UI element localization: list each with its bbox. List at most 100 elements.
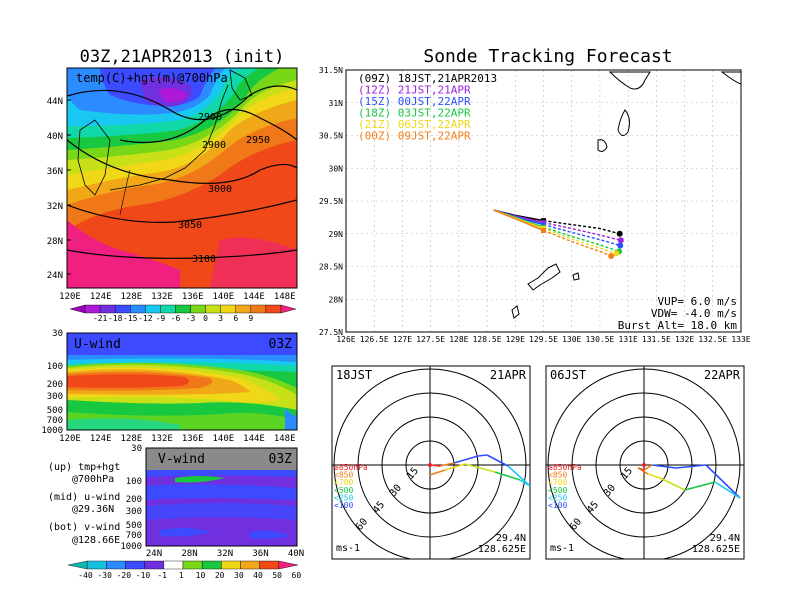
vwind-time: 03Z bbox=[269, 452, 293, 467]
track-line-solid bbox=[493, 209, 544, 232]
vwind-pressure-tick: 700 bbox=[126, 531, 142, 541]
hodograph-lat: 29.4N bbox=[710, 533, 740, 544]
vwind-cross-section bbox=[146, 448, 297, 546]
wind-colorbar-swatch bbox=[259, 560, 280, 570]
map-lat-tick: 32N bbox=[47, 202, 63, 212]
uwind-pressure-tick: 100 bbox=[47, 362, 63, 372]
hodograph-layer-label: ≥850hPa bbox=[334, 463, 368, 472]
annotation-vup: VUP= 6.0 m/s bbox=[658, 295, 737, 308]
contour-label: 2900 bbox=[198, 112, 222, 123]
uwind-lon-ticks: 120E 124E 128E 132E 136E 140E 144E 148E bbox=[59, 434, 295, 444]
hodograph-layer-label: <100 bbox=[334, 501, 353, 510]
temp-colorbar-swatch bbox=[235, 304, 252, 314]
wind-colorbar-swatch bbox=[201, 560, 222, 570]
temperature-map bbox=[67, 68, 297, 288]
hodograph-segment bbox=[647, 473, 661, 479]
vwind-lat-ticks: 24N 28N 32N 36N 40N bbox=[146, 549, 304, 559]
temp-colorbar-label: 9 bbox=[248, 314, 253, 323]
hodograph-origin bbox=[428, 463, 432, 467]
temp-colorbar-swatch bbox=[265, 304, 282, 314]
temp-colorbar-label: -3 bbox=[186, 314, 196, 323]
hodograph-layer-label: <250 bbox=[548, 493, 567, 502]
temp-colorbar-swatch bbox=[145, 304, 161, 314]
hodograph-segment bbox=[453, 455, 479, 464]
hodograph-segment bbox=[519, 479, 530, 487]
temp-colorbar-label: 3 bbox=[218, 314, 223, 323]
uwind-pressure-tick: 500 bbox=[47, 406, 63, 416]
uwind-time: 03Z bbox=[269, 337, 293, 352]
track-x-tick: 127E bbox=[393, 335, 412, 344]
hodograph-frame bbox=[331, 365, 531, 560]
track-x-tick: 126.5E bbox=[360, 335, 389, 344]
map-lat-tick: 36N bbox=[47, 167, 63, 177]
vwind-lat-tick: 32N bbox=[217, 549, 233, 559]
track-end-point bbox=[617, 242, 624, 249]
uwind-label: U-wind bbox=[74, 337, 121, 352]
hodograph-segment bbox=[659, 477, 686, 491]
hodograph-layer-label: <700 bbox=[548, 478, 567, 487]
hodograph-segment bbox=[429, 469, 446, 476]
map-label: temp(C)+hgt(m)@700hPa bbox=[76, 71, 228, 85]
wind-colorbar-label: 40 bbox=[253, 571, 263, 580]
track-x-ticks: 126E 126.5E 127E 127.5E 128E 128.5E 129E 129.5E… bbox=[336, 335, 750, 344]
vwind-pressure-tick: 500 bbox=[126, 521, 142, 531]
wind-colorbar-swatch bbox=[240, 560, 260, 570]
map-lon-tick: 144E bbox=[243, 292, 265, 302]
hodograph-segment bbox=[643, 464, 653, 471]
temp-colorbar-label: -12 bbox=[138, 314, 153, 323]
wind-colorbar-label: -20 bbox=[117, 571, 132, 580]
hodograph-segment bbox=[714, 481, 741, 499]
hodograph-segment bbox=[507, 465, 530, 487]
track-x-tick: 130E bbox=[562, 335, 581, 344]
uwind-lon-tick: 136E bbox=[182, 434, 204, 444]
temp-colorbar-label: 6 bbox=[233, 314, 238, 323]
hodograph-layer-label: <500 bbox=[334, 486, 353, 495]
hodograph-profiles bbox=[637, 463, 741, 499]
track-end-point bbox=[613, 250, 620, 257]
legend-up: (up) tmp+hgt bbox=[48, 462, 120, 473]
wind-colorbar-label: 10 bbox=[196, 571, 206, 580]
map-lon-ticks: 120E 124E 128E 132E 136E 140E 144E 148E bbox=[59, 292, 295, 302]
hodograph-layer-label: ≥850hPa bbox=[548, 463, 582, 472]
temp-colorbar-swatch bbox=[160, 304, 176, 314]
track-y-tick: 30.5N bbox=[319, 132, 343, 141]
hodograph-segment bbox=[637, 467, 649, 475]
legend-up-level: @700hPa bbox=[72, 474, 114, 485]
contour-labels: 2900 2900 2950 3000 3050 3100 bbox=[178, 112, 270, 265]
map-title: 03Z,21APR2013 (init) bbox=[80, 47, 285, 67]
track-burst-point bbox=[541, 222, 546, 228]
temp-colorbar-label: 0 bbox=[203, 314, 208, 323]
wind-colorbar-labels: -40 -30 -20 -10 -1 1 10 20 30 40 50 60 bbox=[78, 571, 301, 580]
hodograph-segment bbox=[444, 463, 466, 471]
track-y-tick: 28.5N bbox=[319, 263, 343, 272]
track-x-tick: 129E bbox=[506, 335, 525, 344]
contour-label: 3000 bbox=[208, 184, 232, 195]
hodograph-segment bbox=[684, 481, 716, 491]
temp-colorbar-label: -9 bbox=[156, 314, 166, 323]
vwind-lat-tick: 28N bbox=[181, 549, 197, 559]
track-x-tick: 130.5E bbox=[585, 335, 614, 344]
wind-colorbar-label: 30 bbox=[234, 571, 244, 580]
map-lon-tick: 124E bbox=[90, 292, 112, 302]
temp-colorbar-label: -21 bbox=[93, 314, 108, 323]
uwind-pressure-tick: 30 bbox=[52, 329, 63, 339]
hodograph-lat: 29.4N bbox=[496, 533, 526, 544]
annotation-vdw: VDW= -4.0 m/s bbox=[651, 307, 737, 320]
hodograph-segment bbox=[486, 454, 509, 467]
hodograph-layer-label: <250 bbox=[334, 493, 353, 502]
hodograph-layer-label: <700 bbox=[334, 478, 353, 487]
map-lat-tick: 24N bbox=[47, 271, 63, 281]
track-x-tick: 133E bbox=[731, 335, 750, 344]
hodograph-segment bbox=[705, 464, 741, 499]
temp-colorbar-swatch bbox=[190, 304, 206, 314]
wind-colorbar-label: -10 bbox=[136, 571, 151, 580]
contour-label: 2900 bbox=[202, 140, 226, 151]
track-x-tick: 126E bbox=[336, 335, 355, 344]
track-coastlines bbox=[511, 71, 741, 319]
wind-colorbar-swatch bbox=[278, 560, 299, 570]
wind-colorbar-label: -40 bbox=[78, 571, 93, 580]
hodograph-date: 21APR bbox=[490, 368, 527, 382]
wind-colorbar-swatch bbox=[221, 560, 241, 570]
temp-colorbar-swatch bbox=[175, 304, 191, 314]
